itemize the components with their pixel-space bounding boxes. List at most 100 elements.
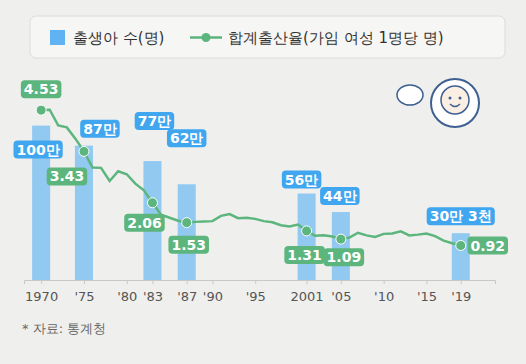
x-tick-mark xyxy=(426,280,427,284)
data-label-box xyxy=(168,236,209,254)
x-tick-mark xyxy=(384,280,385,284)
data-label: 100만 xyxy=(14,141,63,159)
x-axis-line xyxy=(25,281,496,285)
marker xyxy=(302,226,312,236)
marker xyxy=(36,105,46,115)
x-tick-label: '15 xyxy=(417,289,437,304)
data-label-text: 0.92 xyxy=(470,238,505,254)
baby-icon-part xyxy=(450,104,460,107)
data-label-box xyxy=(467,237,508,255)
x-tick: '83 xyxy=(143,280,163,304)
x-tick-mark xyxy=(127,280,128,284)
data-label-box xyxy=(320,187,359,205)
data-label: 4.53 xyxy=(21,80,62,98)
data-label-text: 30만 3천 xyxy=(430,208,492,224)
bar xyxy=(332,212,350,280)
x-tick: '75 xyxy=(74,280,94,304)
data-label-text: 62만 xyxy=(170,130,203,146)
x-tick: '05 xyxy=(331,280,351,304)
x-tick-mark xyxy=(212,280,213,284)
data-label-box xyxy=(80,120,119,138)
legend: 출생아 수(명) 합계출산율(가임 여성 1명당 명) xyxy=(30,16,505,58)
data-label-text: 56만 xyxy=(285,172,318,188)
legend-label: 합계출산율(가임 여성 1명당 명) xyxy=(228,29,444,47)
bar xyxy=(298,194,316,280)
baby-icon-part xyxy=(459,97,462,100)
data-label-box xyxy=(167,129,206,147)
x-tick: '15 xyxy=(417,280,437,304)
x-tick: '10 xyxy=(374,280,394,304)
data-label-text: 1.09 xyxy=(327,249,362,265)
data-label-text: 77만 xyxy=(138,113,171,129)
data-labels: 100만 87만 77만62만 56만 44만 30만 3천 4.53 3.43 2.06 1.5… xyxy=(14,80,509,266)
x-tick-mark xyxy=(255,280,256,284)
data-label-box xyxy=(135,112,174,130)
x-tick-mark xyxy=(307,280,308,284)
data-label: 1.31 xyxy=(284,246,325,264)
legend-box xyxy=(30,16,505,58)
x-tick-label: '95 xyxy=(246,289,266,304)
x-tick-label: '05 xyxy=(331,289,351,304)
legend-swatch xyxy=(50,30,65,45)
data-label-text: 87만 xyxy=(83,121,116,137)
data-label-box xyxy=(124,214,165,232)
data-label: 3.43 xyxy=(47,167,88,185)
baby-icon-part xyxy=(441,86,469,114)
marker xyxy=(79,146,89,156)
x-tick-label: '90 xyxy=(203,289,223,304)
x-tick-label: '80 xyxy=(117,289,137,304)
data-label-box xyxy=(284,246,325,264)
data-label-box xyxy=(324,248,365,266)
line xyxy=(41,110,461,246)
x-tick: '87 xyxy=(177,280,197,304)
data-label-text: 100만 xyxy=(17,142,60,158)
data-label-text: 44만 xyxy=(323,188,356,204)
data-label-text: 3.43 xyxy=(50,168,85,184)
data-label: 44만 xyxy=(320,187,359,205)
data-label: 56만 xyxy=(282,171,321,189)
data-label-text: 4.53 xyxy=(24,81,59,97)
data-label-text: 1.53 xyxy=(171,237,206,253)
chart: 출생아 수(명) 합계출산율(가임 여성 1명당 명) 1970 '75 '80 '83 '… xyxy=(0,0,526,364)
x-tick-label: '75 xyxy=(74,289,94,304)
data-label-box xyxy=(427,207,495,225)
x-tick: '19 xyxy=(451,280,471,304)
data-label: 0.92 xyxy=(467,237,508,255)
x-tick-mark xyxy=(41,280,42,284)
marker xyxy=(336,234,346,244)
data-label: 30만 3천 xyxy=(427,207,495,225)
x-tick-label: 1970 xyxy=(25,289,58,304)
baby-icon xyxy=(397,79,479,127)
legend-swatch xyxy=(202,33,211,42)
data-label: 62만 xyxy=(167,129,206,147)
x-tick-mark xyxy=(461,280,462,284)
data-label: 2.06 xyxy=(124,214,165,232)
data-label: 1.09 xyxy=(324,248,365,266)
baby-icon-part xyxy=(449,97,452,100)
x-tick: 2001 xyxy=(291,280,324,304)
data-label-box xyxy=(14,141,63,159)
x-tick-mark xyxy=(152,280,153,284)
bar xyxy=(452,233,470,280)
data-label: 77만 xyxy=(135,112,174,130)
data-label-box xyxy=(282,171,321,189)
x-tick: '95 xyxy=(246,280,266,304)
x-tick-mark xyxy=(341,280,342,284)
background xyxy=(0,0,526,364)
x-tick-label: '83 xyxy=(143,289,163,304)
legend-label: 출생아 수(명) xyxy=(73,29,164,47)
x-tick-mark xyxy=(187,280,188,284)
marker xyxy=(456,241,466,251)
source: * 자료: 통계청 xyxy=(22,321,106,336)
data-label: 1.53 xyxy=(168,236,209,254)
marker xyxy=(147,198,157,208)
x-tick: '80 xyxy=(117,280,137,304)
data-label: 87만 xyxy=(80,120,119,138)
x-tick-label: '10 xyxy=(374,289,394,304)
x-tick: 1970 xyxy=(25,280,58,304)
x-tick-label: 2001 xyxy=(291,289,324,304)
x-tick: '90 xyxy=(203,280,223,304)
data-label-box xyxy=(21,80,62,98)
plot-area xyxy=(32,105,470,280)
x-tick-label: '19 xyxy=(451,289,471,304)
